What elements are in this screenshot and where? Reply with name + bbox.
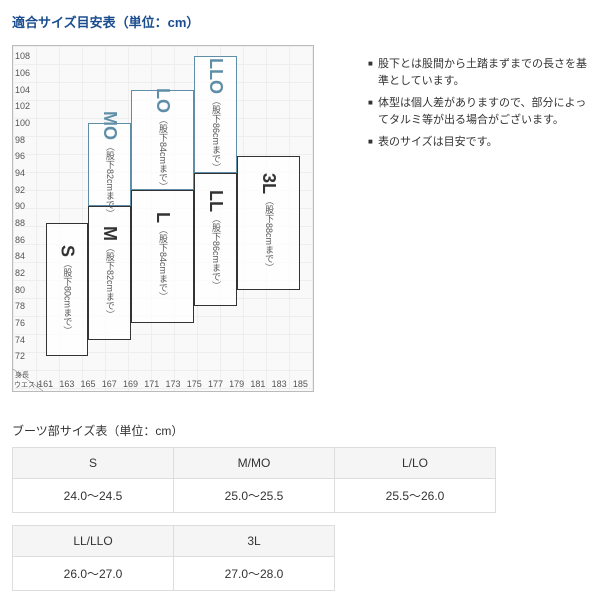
boots-table: SM/MOL/LO 24.0～24.525.0～25.525.5～26.0 [12,447,496,513]
x-tick: 167 [102,379,117,389]
size-box-m: M（股下82cmまで） [88,206,130,339]
note-item: 体型は個人差がありますので、部分によってタルミ等が出る場合がございます。 [368,95,588,128]
boots-table: LL/LLO3L26.0～27.027.0～28.0 [12,525,335,591]
page-title: 適合サイズ目安表（単位：cm） [12,12,588,31]
y-tick: 92 [15,185,25,195]
y-tick: 80 [15,285,25,295]
boots-cell: 25.5～26.0 [335,479,496,513]
size-box-lo: LO（股下84cmまで） [131,90,195,190]
y-tick: 78 [15,301,25,311]
x-tick: 173 [165,379,180,389]
boots-cell: 26.0～27.0 [13,557,174,591]
y-tick: 104 [15,85,30,95]
boots-cell: 24.0～24.5 [13,479,174,513]
boots-header: S [13,448,174,479]
y-tick: 90 [15,201,25,211]
y-tick: 100 [15,118,30,128]
y-tick: 88 [15,218,25,228]
size-box-3l: 3L（股下88cmまで） [237,156,301,289]
x-tick: 183 [272,379,287,389]
y-tick: 74 [15,335,25,345]
y-tick: 94 [15,168,25,178]
size-chart: 身長 ウエスト 10810610410210098969492908886848… [12,45,314,392]
y-tick: 102 [15,101,30,111]
note-item: 表のサイズは目安です。 [368,134,588,151]
y-tick: 96 [15,151,25,161]
y-tick: 108 [15,51,30,61]
y-tick: 98 [15,135,25,145]
x-tick: 179 [229,379,244,389]
y-tick: 72 [15,351,25,361]
x-tick: 175 [187,379,202,389]
note-item: 股下とは股間から土踏まずまでの長さを基準としています。 [368,56,588,89]
x-tick: 161 [38,379,53,389]
x-tick: 165 [81,379,96,389]
size-box-llo: LLO（股下86cmまで） [194,56,236,173]
y-tick: 86 [15,235,25,245]
boots-tables: SM/MOL/LO24.0～24.525.0～25.525.5～26.0LL/L… [12,447,588,591]
boots-header: 3L [174,526,335,557]
boots-header: LL/LLO [13,526,174,557]
boots-header: L/LO [335,448,496,479]
boots-cell: 27.0～28.0 [174,557,335,591]
x-tick: 169 [123,379,138,389]
notes-list: 股下とは股間から土踏まずまでの長さを基準としています。体型は個人差がありますので… [328,56,588,381]
size-box-s: S（股下80cmまで） [46,223,88,356]
x-tick: 181 [250,379,265,389]
y-tick: 82 [15,268,25,278]
size-box-l: L（股下84cmまで） [131,190,195,323]
x-tick: 177 [208,379,223,389]
y-tick: 106 [15,68,30,78]
boots-cell: 25.0～25.5 [174,479,335,513]
y-tick: 76 [15,318,25,328]
boots-header: M/MO [174,448,335,479]
x-tick: 163 [59,379,74,389]
size-box-mo: MO（股下82cmまで） [88,123,130,206]
size-box-ll: LL（股下86cmまで） [194,173,236,306]
top-row: 身長 ウエスト 10810610410210098969492908886848… [12,45,588,392]
y-tick: 84 [15,251,25,261]
x-tick: 185 [293,379,308,389]
x-tick: 171 [144,379,159,389]
boots-title: ブーツ部サイズ表（単位：cm） [12,422,588,439]
